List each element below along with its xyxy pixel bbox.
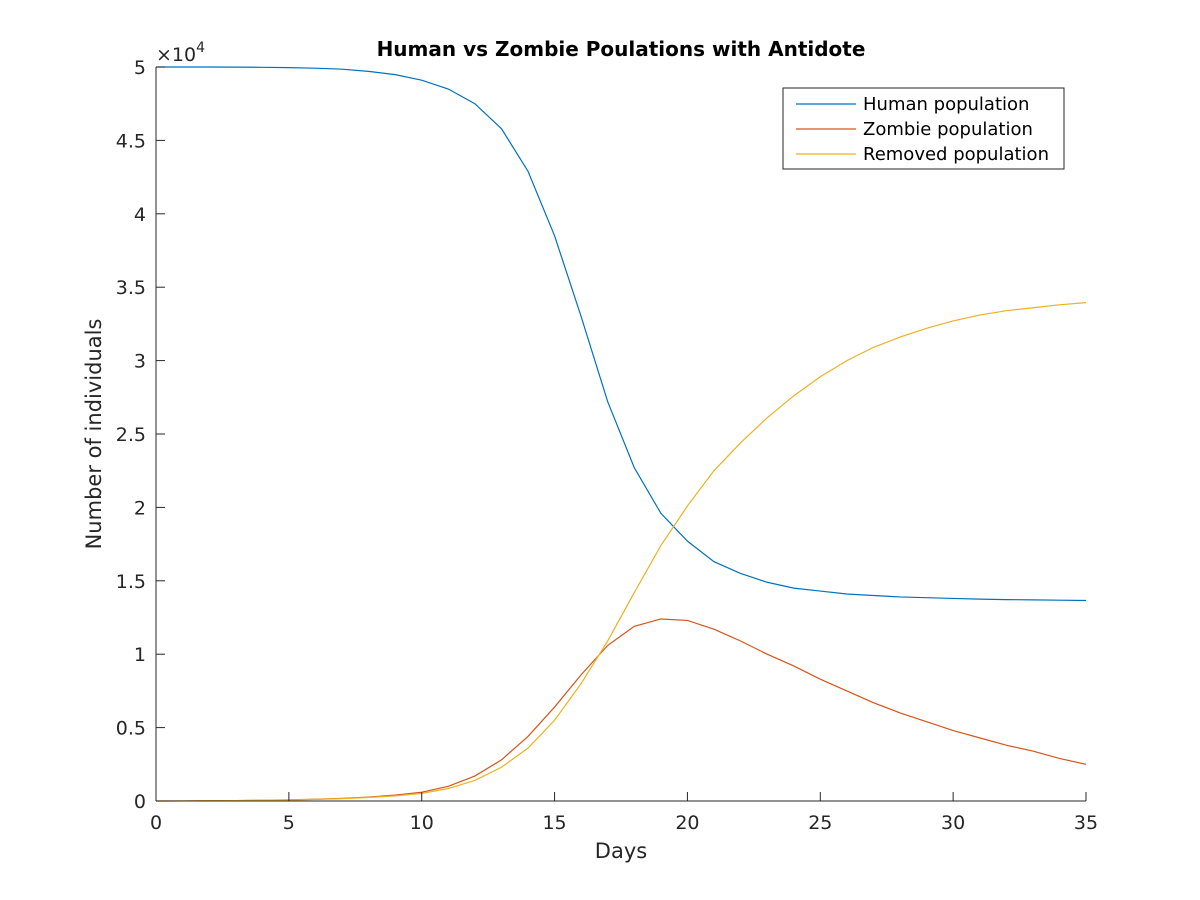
y-tick-label: 4 [134,204,146,226]
y-tick-label: 5 [134,57,146,79]
y-tick-label: 4.5 [116,130,146,152]
series-line-1 [156,66,1087,602]
x-tick-label: 25 [808,812,832,834]
x-tick-label: 0 [150,812,162,834]
x-tick-label: 30 [941,812,965,834]
legend-label-3: Removed population [863,144,1049,165]
series-layer [155,66,1087,802]
y-tick-label: 0.5 [116,718,146,740]
legend: Human population Zombie population Removed… [782,87,1065,170]
x-axis-label: Days [595,839,647,863]
y-exponent-base: ×10 [156,44,196,66]
y-tick-label: 3.5 [116,277,146,299]
chart-title: Human vs Zombie Poulations with Antidote [377,37,866,61]
y-tick-label: 3 [134,351,146,373]
legend-items: Human population Zombie population Removed… [796,94,1049,165]
legend-label-2: Zombie population [863,119,1033,140]
y-tick-label: 0 [134,791,146,813]
y-tick-label: 1.5 [116,571,146,593]
x-tick-label: 20 [675,812,699,834]
x-ticks: 0 5 10 15 20 25 30 35 [150,792,1098,834]
legend-label-1: Human population [863,94,1029,115]
y-ticks: 0 0.5 1 1.5 2 2.5 3 3.5 4 4.5 5 [116,57,165,813]
y-axis-label: Number of individuals [82,319,106,550]
x-tick-label: 35 [1074,812,1098,834]
y-tick-label: 2.5 [116,424,146,446]
y-exponent-label: ×104 [156,40,205,66]
series-line-3 [155,302,1087,802]
x-tick-label: 15 [542,812,566,834]
x-tick-label: 10 [410,812,434,834]
y-exponent-power: 4 [196,40,205,56]
y-tick-label: 1 [134,644,146,666]
y-tick-label: 2 [134,497,146,519]
x-tick-label: 5 [283,812,295,834]
